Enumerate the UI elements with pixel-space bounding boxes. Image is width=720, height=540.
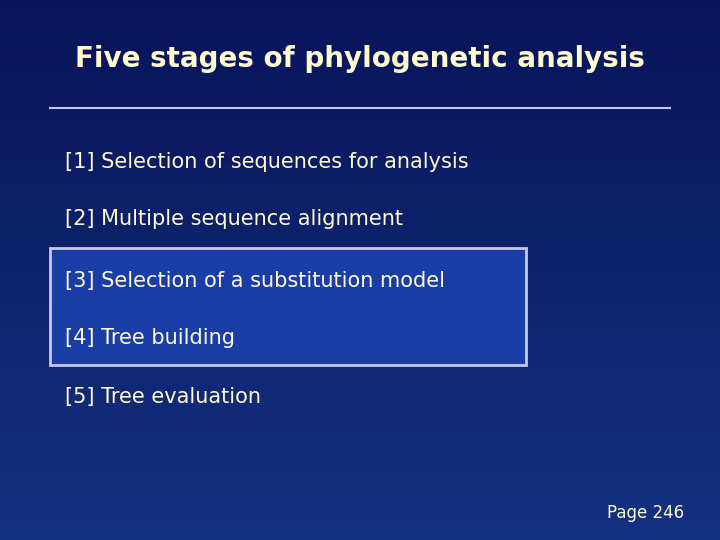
Text: [2] Multiple sequence alignment: [2] Multiple sequence alignment [65, 208, 402, 229]
Text: [3] Selection of a substitution model: [3] Selection of a substitution model [65, 271, 445, 291]
Text: [1] Selection of sequences for analysis: [1] Selection of sequences for analysis [65, 152, 469, 172]
Text: [4] Tree building: [4] Tree building [65, 327, 235, 348]
Text: Page 246: Page 246 [607, 504, 684, 522]
FancyBboxPatch shape [50, 248, 526, 364]
Text: Five stages of phylogenetic analysis: Five stages of phylogenetic analysis [75, 45, 645, 73]
Text: [5] Tree evaluation: [5] Tree evaluation [65, 387, 261, 407]
